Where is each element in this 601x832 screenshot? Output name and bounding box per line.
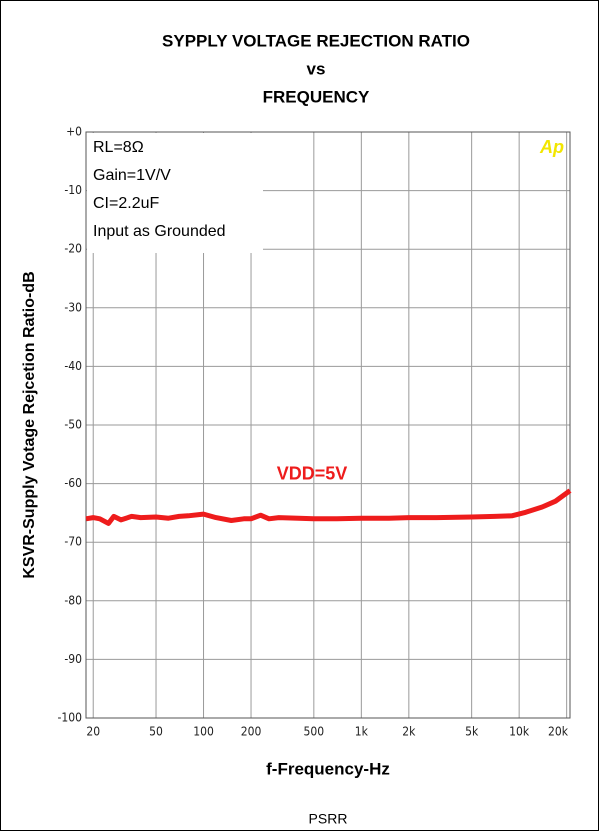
y-tick-label: -30	[64, 300, 82, 314]
x-tick-label: 500	[304, 725, 325, 739]
y-tick-label: -100	[58, 711, 83, 725]
y-tick-label: +0	[66, 125, 82, 139]
x-tick-label: 100	[193, 725, 214, 739]
x-tick-label: 20	[86, 725, 100, 739]
annotation: CI=2.2uF	[93, 195, 159, 212]
chart-title: FREQUENCY	[263, 87, 370, 106]
x-tick-label: 20k	[548, 725, 569, 739]
series-label: VDD=5V	[277, 464, 348, 484]
y-tick-label: -20	[64, 242, 82, 256]
y-tick-label: -40	[64, 359, 82, 373]
x-tick-label: 1k	[355, 725, 369, 739]
annotation: Gain=1V/V	[93, 167, 171, 184]
y-tick-label: -80	[64, 593, 82, 607]
x-tick-label: 10k	[509, 725, 530, 739]
chart-title: SYPPLY VOLTAGE REJECTION RATIO	[162, 31, 470, 50]
y-tick-label: -70	[64, 535, 82, 549]
annotation-box	[87, 133, 263, 253]
x-tick-label: 5k	[465, 725, 479, 739]
x-tick-label: 200	[241, 725, 262, 739]
annotation: RL=8Ω	[93, 139, 144, 156]
logo: Ap	[539, 137, 564, 157]
chart-title: vs	[307, 59, 326, 78]
x-tick-label: 2k	[402, 725, 416, 739]
plot-border	[85, 131, 571, 719]
y-tick-label: -60	[64, 476, 82, 490]
y-tick-label: -90	[64, 652, 82, 666]
data-line	[85, 488, 572, 526]
y-tick-label: -50	[64, 418, 82, 432]
caption: PSRR	[309, 811, 348, 827]
x-axis-label: f-Frequency-Hz	[266, 759, 390, 778]
y-axis-label: KSVR-Supply Votage Rejcetion Ratio-dB	[21, 271, 38, 578]
y-tick-label: -10	[64, 183, 82, 197]
x-tick-label: 50	[149, 725, 163, 739]
annotation: Input as Grounded	[93, 223, 226, 240]
